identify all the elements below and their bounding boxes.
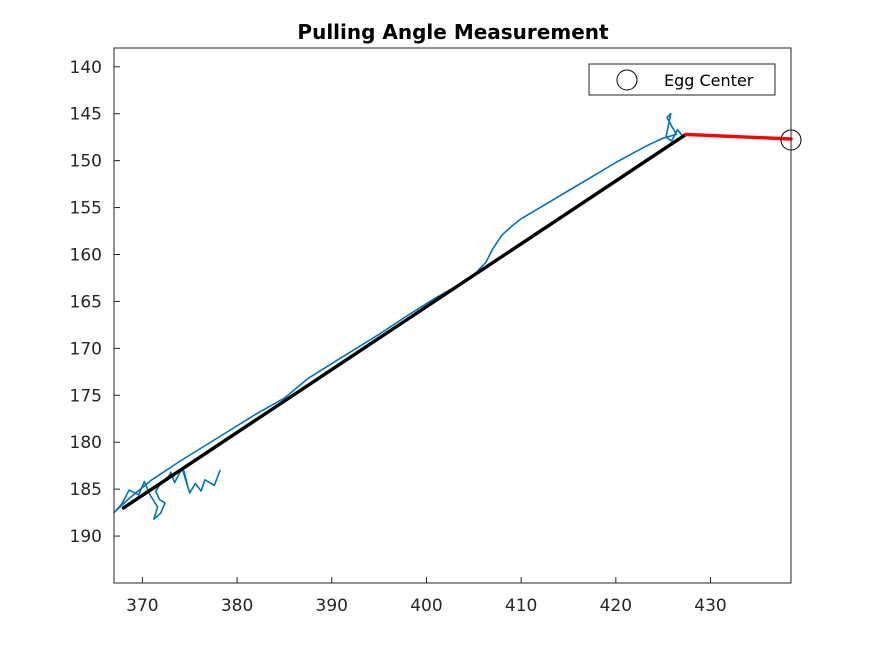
y-tick-label: 185 bbox=[70, 480, 102, 500]
y-tick-label: 170 bbox=[70, 339, 102, 359]
fit-line-line bbox=[121, 132, 688, 510]
x-tick-label: 380 bbox=[221, 596, 253, 616]
x-tick-label: 370 bbox=[126, 596, 158, 616]
x-tick-label: 400 bbox=[410, 596, 442, 616]
x-tick-label: 390 bbox=[316, 596, 348, 616]
y-tick-label: 190 bbox=[70, 527, 102, 547]
chart-title: Pulling Angle Measurement bbox=[297, 20, 609, 44]
x-tick-label: 430 bbox=[694, 596, 726, 616]
y-tick-label: 140 bbox=[70, 58, 102, 78]
pulling-direction-line bbox=[684, 132, 793, 141]
x-tick-label: 420 bbox=[600, 596, 632, 616]
axes-box bbox=[113, 47, 792, 584]
legend-egg-center-marker bbox=[616, 69, 638, 91]
y-tick-label: 145 bbox=[70, 105, 102, 125]
y-tick-label: 155 bbox=[70, 199, 102, 219]
legend-box bbox=[588, 63, 776, 96]
y-axis: 140 145 150 155 160 165 170 175 180 185 190 bbox=[70, 58, 120, 547]
y-tick-label: 150 bbox=[70, 152, 102, 172]
plot-series bbox=[113, 112, 802, 521]
y-tick-label: 165 bbox=[70, 292, 102, 312]
legend: Egg Center bbox=[588, 63, 776, 96]
trajectory-line bbox=[113, 112, 683, 521]
y-tick-label: 175 bbox=[70, 386, 102, 406]
x-tick-label: 410 bbox=[505, 596, 537, 616]
y-tick-label: 160 bbox=[70, 245, 102, 265]
y-tick-label: 180 bbox=[70, 433, 102, 453]
legend-egg-center-label: Egg Center bbox=[664, 71, 754, 90]
x-axis: 370 380 390 400 410 420 430 bbox=[126, 577, 727, 616]
